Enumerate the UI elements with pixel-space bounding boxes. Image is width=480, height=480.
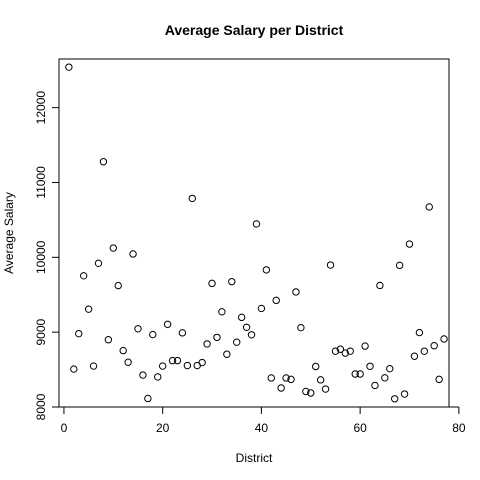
data-point: [425, 203, 433, 211]
y-axis: 8000 9000 10000 11000 12000: [34, 91, 60, 420]
data-point: [237, 313, 246, 322]
data-point: [361, 342, 369, 350]
data-point: [297, 323, 305, 332]
data-point: [144, 394, 152, 403]
data-point: [223, 350, 231, 358]
chart-title: Average Salary per District: [165, 22, 344, 38]
data-point: [119, 346, 127, 355]
data-point: [316, 376, 325, 384]
data-point: [109, 244, 118, 252]
data-point: [395, 261, 404, 270]
y-tick-label: 11000: [34, 166, 48, 199]
y-tick-label: 9000: [34, 318, 48, 345]
data-point: [400, 390, 409, 398]
data-point: [267, 374, 275, 382]
x-axis: 0 20 40 60 80: [61, 406, 466, 435]
data-point: [75, 329, 83, 338]
data-point: [114, 281, 122, 290]
data-point: [410, 352, 419, 360]
data-point: [139, 371, 147, 379]
y-axis-label: Average Salary: [2, 192, 16, 274]
data-point: [292, 288, 300, 296]
data-point: [336, 345, 345, 353]
data-point: [79, 272, 88, 280]
data-point: [307, 389, 315, 397]
data-point: [366, 362, 374, 370]
data-point: [282, 374, 290, 382]
data-point: [99, 158, 108, 166]
data-point: [163, 320, 172, 329]
data-point: [257, 304, 266, 313]
data-point: [381, 374, 389, 382]
data-point: [233, 338, 241, 346]
data-point: [346, 347, 354, 355]
data-point: [203, 340, 211, 348]
plot-frame: [58, 58, 450, 408]
data-point: [435, 375, 443, 384]
data-point: [351, 370, 359, 378]
data-point: [104, 336, 113, 344]
data-point: [262, 266, 271, 274]
x-tick-label: 80: [452, 421, 466, 435]
data-point: [173, 356, 182, 365]
data-point: [213, 333, 221, 342]
data-point: [277, 384, 285, 392]
data-point: [94, 259, 103, 268]
data-point: [228, 277, 236, 286]
data-point: [149, 330, 157, 339]
x-tick-label: 0: [61, 421, 68, 435]
data-point: [252, 220, 261, 228]
data-point: [376, 281, 384, 290]
data-point: [84, 305, 93, 313]
data-point: [405, 240, 414, 248]
data-point: [89, 362, 98, 370]
data-point: [124, 358, 132, 366]
data-point: [331, 347, 340, 355]
data-point: [341, 349, 350, 357]
data-point: [326, 261, 335, 269]
data-point: [154, 373, 162, 381]
data-point: [198, 358, 206, 367]
data-point: [272, 296, 280, 305]
data-point: [65, 63, 73, 71]
data-point: [302, 387, 310, 396]
data-point: [129, 250, 137, 258]
data-points: [65, 63, 448, 403]
data-point: [158, 362, 167, 370]
data-point: [208, 279, 216, 288]
data-point: [440, 335, 448, 343]
data-point: [430, 342, 438, 350]
data-point: [70, 365, 78, 373]
data-point: [218, 308, 226, 316]
y-tick-label: 8000: [34, 393, 48, 420]
data-point: [420, 347, 429, 355]
data-point: [415, 328, 424, 337]
data-point: [390, 395, 399, 403]
y-tick-label: 12000: [34, 91, 48, 125]
data-point: [287, 375, 295, 384]
y-tick-label: 10000: [34, 240, 48, 274]
data-point: [356, 370, 364, 378]
data-point: [134, 325, 142, 333]
data-point: [168, 356, 177, 365]
data-point: [178, 329, 187, 337]
data-point: [188, 194, 196, 203]
x-tick-label: 60: [353, 421, 367, 435]
data-point: [321, 385, 330, 393]
data-point: [183, 361, 192, 370]
data-point: [242, 323, 251, 331]
data-point: [386, 364, 394, 373]
data-point: [247, 331, 256, 339]
x-axis-label: District: [236, 451, 273, 465]
data-point: [312, 362, 320, 371]
x-tick-label: 40: [255, 421, 269, 435]
data-point: [371, 381, 379, 390]
x-tick-label: 20: [156, 421, 170, 435]
